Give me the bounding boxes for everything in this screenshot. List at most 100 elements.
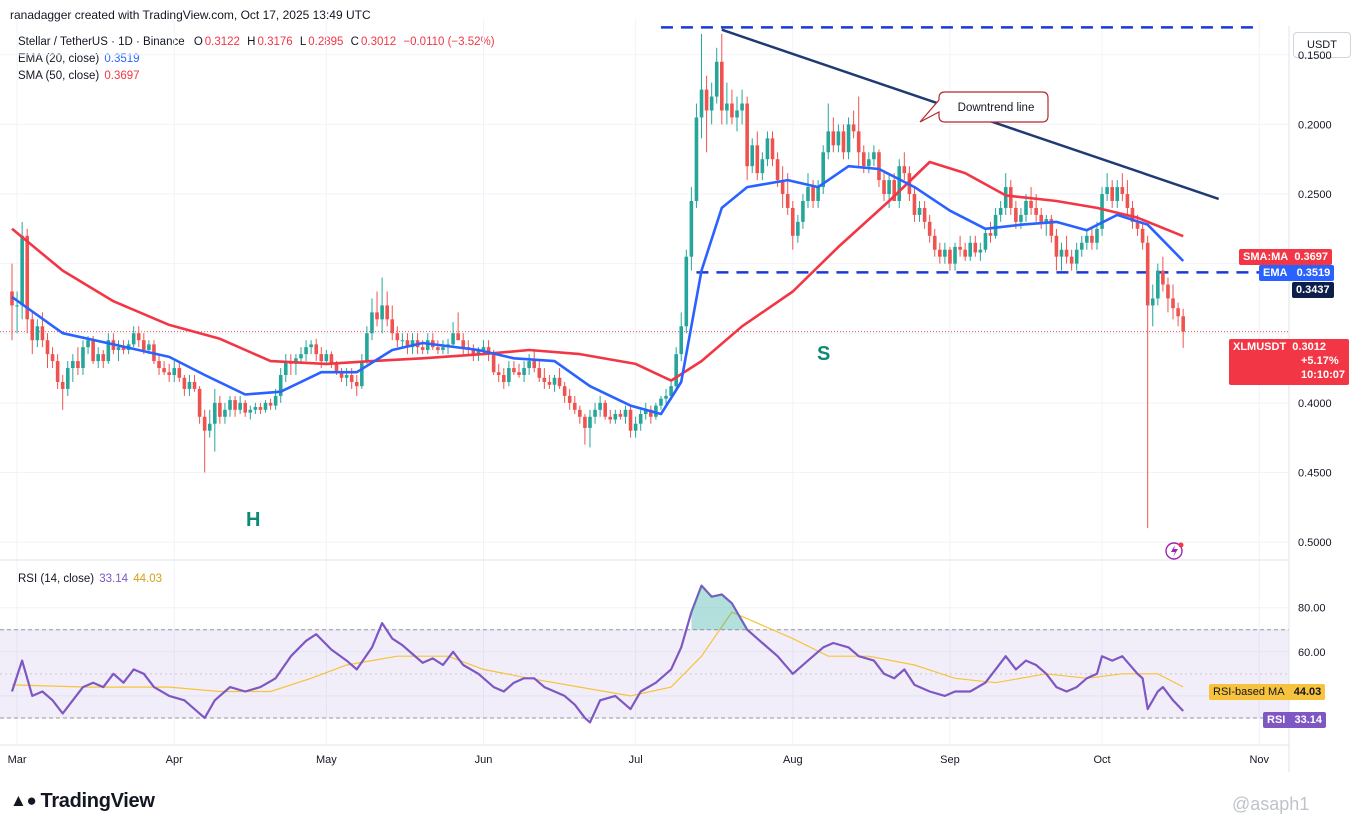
candle-body [633,423,638,431]
candle-body [801,200,805,222]
candle-body [927,221,932,236]
price-tick-label: 0.4500 [1298,467,1332,479]
candle-body [375,312,379,320]
rsi-line [10,584,1184,724]
candle-body [988,233,993,236]
candle-body [192,381,197,389]
candle-body [1044,219,1049,222]
downtrend-callout[interactable]: Downtrend line [919,91,1049,123]
time-axis-label: Oct [1093,754,1110,766]
symbol-title: Stellar / TetherUS · 1D · Binance [18,36,185,48]
ohlc-change: −0.0110 (−3.52%) [403,36,495,48]
candle-body [167,372,171,376]
candle-body [451,333,455,345]
rsi-ma-line [11,611,1184,697]
candle-body [1105,187,1109,195]
candle-body [735,110,739,118]
price-axis-ticks: 0.5000 0.4500 0.4000 0.2500 0.2000 0.1500 [1298,50,1332,549]
candle-body [1156,270,1160,299]
candle-body [213,402,217,424]
candle-body [1029,200,1033,208]
watermark: @asaph1 [1232,794,1310,814]
sma-legend-value: 0.3697 [104,70,140,82]
candle-body [770,138,775,160]
candle-body [182,377,187,389]
candle-body [882,180,886,195]
time-axis-labels: Mar Apr May Jun Jul Aug Sep Oct Nov [8,754,1270,766]
sma-axis-tag: SMA:MA 0.3697 [1239,249,1332,265]
candle-body [507,368,511,382]
candle-body [50,354,55,362]
candle-body [1110,187,1114,201]
candle-body [998,207,1003,215]
candle-body [243,402,248,413]
candle-body [131,333,136,345]
candle-body [400,340,405,342]
sma-legend[interactable]: SMA (50, close) 0.3697 [18,70,140,82]
candle-body [938,249,942,257]
candle-body [887,180,891,195]
candle-body [60,381,65,389]
candle-body [1161,270,1165,285]
candle-body [238,402,242,410]
candle-body [821,152,825,188]
candle-body [780,180,785,195]
candle-body [334,363,339,373]
candle-body [750,145,755,167]
price-tick-label: 0.1500 [1298,50,1332,62]
candle-body [1003,187,1008,208]
candle-body [578,409,582,417]
candle-body [471,349,476,355]
candle-body [1125,194,1130,208]
candle-body [248,409,253,413]
candle-body [96,354,100,362]
ema-legend[interactable]: EMA (20, close) 0.3519 [18,53,140,65]
price-tick-label: 0.4000 [1298,398,1332,410]
rsi-legend[interactable]: RSI (14, close) 33.14 44.03 [18,573,162,585]
candle-body [116,347,121,350]
rsi-legend-value: 33.14 [99,573,129,585]
candle-body [319,354,324,362]
candle-body [552,377,557,385]
attribution-text: ranadagger created with TradingView.com,… [10,8,371,22]
candle-body [664,395,668,399]
candle-body [512,368,516,373]
candle-body [1145,242,1150,306]
last-price-tag: XLMUSDT 0.3012 +5.17% 10:10:07 [1229,339,1350,385]
candle-body [537,368,542,378]
candle-body [121,347,126,350]
candle-body [689,200,694,257]
candle-body [476,349,481,355]
lightning-icon[interactable] [1165,542,1184,560]
tradingview-logo[interactable]: ▲● TradingView [10,790,155,813]
candle-body [177,368,182,378]
candle-body [872,152,876,160]
candle-body [35,326,40,341]
currency-button[interactable]: USDT [1293,32,1351,58]
candle-body [628,409,633,431]
candle-body [1171,298,1175,309]
rsi-ma-axis-tag: RSI-based MA 44.03 [1209,684,1326,700]
candle-body [86,340,90,348]
candle-body [314,344,318,355]
moving-averages [11,160,1185,416]
candle-body [593,409,597,417]
candle-body [547,381,552,385]
candle-body [187,381,192,389]
candle-body [755,145,760,174]
callout-bubble [919,91,1049,123]
rsi-legend-label: RSI (14, close) [18,573,95,585]
time-axis-label: Apr [166,754,183,766]
candle-body [846,124,851,153]
candle-body [983,233,988,250]
candle-body [826,131,831,153]
candle-body [1166,284,1170,299]
candle-body [877,152,881,181]
candle-body [1054,235,1059,257]
candle-body [273,395,278,406]
candle-body [65,368,70,389]
candle-body [501,375,506,382]
candle-body [816,187,820,201]
candle-body [953,246,957,264]
